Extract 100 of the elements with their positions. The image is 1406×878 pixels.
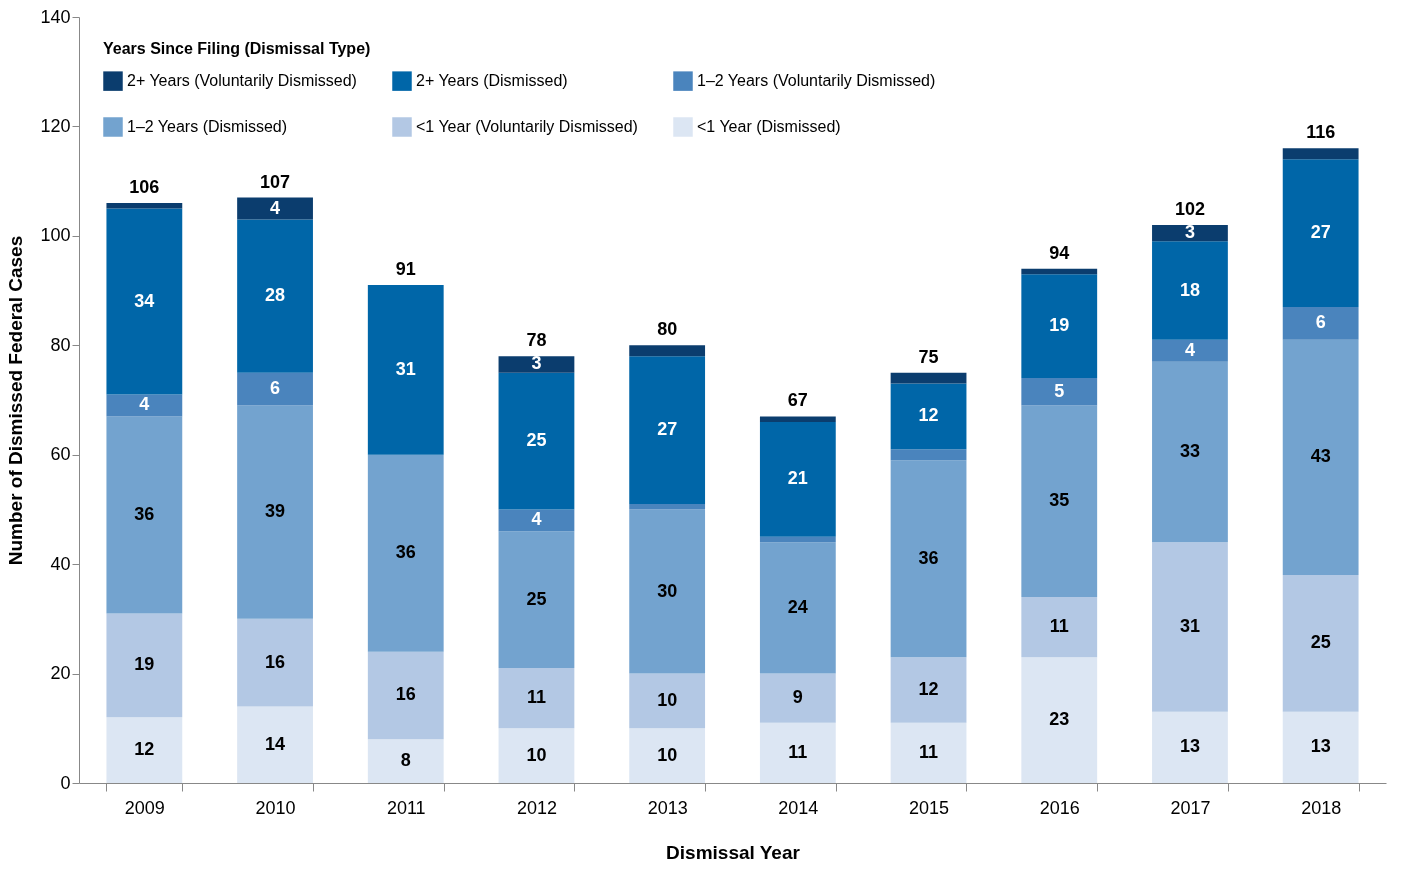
bar	[759, 542, 836, 674]
data-label: 19	[134, 654, 155, 675]
total-label: 94	[1049, 242, 1070, 263]
bar	[237, 219, 313, 373]
data-label: 9	[792, 687, 803, 708]
y-tick-label: 20	[50, 663, 71, 684]
data-label: 4	[1184, 339, 1195, 360]
y-axis-title: Number of Dismissed Federal Cases	[5, 235, 27, 566]
data-label: 13	[1310, 736, 1331, 757]
data-label: 12	[134, 739, 155, 760]
data-label: 36	[918, 547, 939, 568]
bar	[890, 460, 967, 658]
bar	[106, 208, 183, 395]
x-tick-label: 2012	[516, 797, 557, 818]
bar	[759, 416, 836, 422]
bar	[1152, 542, 1228, 712]
bar	[1152, 361, 1228, 543]
data-label: 18	[1179, 279, 1200, 300]
bar	[367, 285, 444, 455]
data-label: 39	[265, 501, 286, 522]
bar	[1021, 405, 1098, 597]
data-label: 11	[788, 741, 808, 762]
x-tick-label: 2018	[1301, 797, 1342, 818]
data-label: 10	[526, 744, 547, 765]
bar	[1021, 378, 1098, 406]
bar	[106, 203, 183, 209]
data-label: 34	[134, 290, 155, 311]
data-label: 12	[918, 678, 939, 699]
data-label: 4	[270, 197, 281, 218]
total-label: 116	[1306, 122, 1336, 143]
bar	[237, 405, 313, 619]
data-label: 4	[531, 509, 542, 530]
bar	[629, 673, 706, 729]
data-label: 21	[787, 468, 808, 489]
bar	[237, 372, 313, 406]
bar	[237, 197, 313, 220]
bar	[629, 728, 706, 783]
data-label: 11	[919, 741, 939, 762]
legend-label: 2+ Years (Dismissed)	[416, 72, 568, 90]
data-label: 31	[1179, 616, 1200, 637]
x-tick-label: 2011	[386, 797, 426, 818]
bar	[629, 345, 706, 357]
y-tick-label: 60	[50, 444, 71, 465]
bar	[1021, 657, 1098, 783]
legend-label: 1–2 Years (Voluntarily Dismissed)	[697, 72, 936, 90]
bar	[367, 454, 444, 652]
data-label: 16	[395, 684, 416, 705]
data-label: 8	[400, 750, 411, 771]
bar	[106, 394, 183, 417]
data-label: 16	[265, 651, 286, 672]
bar	[890, 383, 967, 450]
bar	[1282, 339, 1359, 576]
bar	[498, 728, 575, 783]
bar	[237, 706, 313, 783]
data-label: 28	[265, 285, 286, 306]
bar	[629, 503, 706, 510]
y-tick-label: 120	[40, 115, 71, 136]
x-tick-label: 2009	[124, 797, 165, 818]
data-label: 5	[1054, 380, 1065, 401]
y-tick-label: 140	[40, 6, 71, 27]
bar	[1282, 575, 1359, 712]
bar	[890, 722, 967, 783]
x-tick-label: 2014	[778, 797, 819, 818]
bar	[1021, 274, 1098, 379]
bar	[1282, 711, 1359, 783]
data-label: 23	[1049, 709, 1070, 730]
data-label: 27	[1310, 222, 1331, 243]
x-tick-label: 2017	[1170, 797, 1211, 818]
bar	[106, 717, 183, 783]
bar	[1282, 148, 1359, 160]
bar	[629, 356, 706, 504]
total-label: 102	[1174, 198, 1205, 219]
total-label: 106	[129, 177, 160, 198]
bar	[498, 668, 575, 729]
bar	[1021, 268, 1098, 275]
bar	[498, 531, 575, 669]
data-label: 10	[657, 744, 678, 765]
data-label: 31	[395, 358, 416, 379]
data-label: 4	[139, 394, 150, 415]
legend-label: <1 Year (Dismissed)	[697, 118, 841, 135]
bar	[1282, 306, 1359, 340]
bar	[1021, 596, 1098, 658]
x-tick-label: 2015	[909, 797, 950, 818]
y-tick-label: 100	[40, 225, 71, 246]
data-label: 36	[395, 542, 416, 563]
bar	[498, 356, 575, 373]
data-label: 11	[526, 687, 546, 708]
data-label: 11	[1049, 616, 1069, 637]
legend-label: 1–2 Years (Dismissed)	[127, 118, 288, 135]
legend-label: 2+ Years (Voluntarily Dismissed)	[127, 72, 357, 90]
legend-title: Years Since Filing (Dismissal Type)	[103, 40, 371, 57]
data-label: 3	[1184, 222, 1195, 243]
data-label: 24	[787, 596, 808, 617]
data-label: 25	[526, 588, 547, 609]
bar	[106, 416, 183, 614]
bar	[1152, 224, 1228, 242]
bar	[1152, 339, 1228, 362]
data-label: 25	[526, 430, 547, 451]
data-label: 14	[265, 733, 286, 754]
bar	[367, 739, 444, 783]
